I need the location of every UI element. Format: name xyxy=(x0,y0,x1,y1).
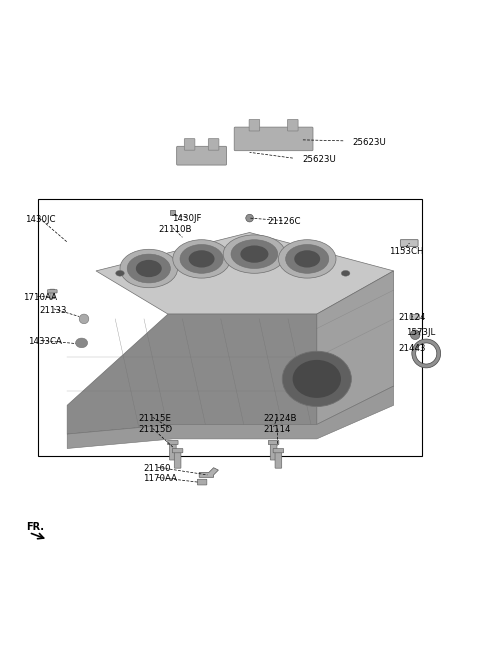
Text: 1710AA: 1710AA xyxy=(23,293,57,302)
FancyBboxPatch shape xyxy=(288,120,298,131)
FancyBboxPatch shape xyxy=(208,139,219,150)
FancyBboxPatch shape xyxy=(275,450,282,468)
Text: 21110B: 21110B xyxy=(158,225,192,234)
Ellipse shape xyxy=(127,254,170,283)
Polygon shape xyxy=(96,233,394,314)
FancyBboxPatch shape xyxy=(268,440,279,445)
Text: 21126C: 21126C xyxy=(268,217,301,227)
FancyBboxPatch shape xyxy=(400,240,418,246)
FancyBboxPatch shape xyxy=(50,289,55,299)
Text: 1430JF: 1430JF xyxy=(172,214,201,223)
FancyBboxPatch shape xyxy=(174,450,181,468)
Text: 25623U: 25623U xyxy=(353,138,387,147)
Ellipse shape xyxy=(293,360,341,398)
Ellipse shape xyxy=(116,271,124,276)
Ellipse shape xyxy=(240,246,268,263)
Bar xyxy=(170,210,175,215)
Text: FR.: FR. xyxy=(26,522,44,532)
FancyBboxPatch shape xyxy=(249,120,260,131)
FancyBboxPatch shape xyxy=(172,449,183,453)
Ellipse shape xyxy=(282,351,351,407)
Ellipse shape xyxy=(286,244,329,273)
Text: 1153CH: 1153CH xyxy=(389,247,423,256)
Polygon shape xyxy=(67,386,394,449)
Text: 1573JL: 1573JL xyxy=(406,328,435,337)
FancyBboxPatch shape xyxy=(197,479,207,485)
Circle shape xyxy=(246,214,253,222)
FancyBboxPatch shape xyxy=(48,290,57,293)
Polygon shape xyxy=(67,314,317,434)
Ellipse shape xyxy=(189,250,215,267)
Polygon shape xyxy=(317,271,394,424)
Ellipse shape xyxy=(76,338,88,348)
FancyBboxPatch shape xyxy=(270,442,277,460)
FancyBboxPatch shape xyxy=(184,139,195,150)
Text: 1430JC: 1430JC xyxy=(25,215,56,224)
Text: 21133: 21133 xyxy=(39,306,67,315)
Ellipse shape xyxy=(341,271,350,276)
Circle shape xyxy=(79,314,89,324)
Ellipse shape xyxy=(294,250,320,267)
Bar xyxy=(38,199,422,456)
Text: 22124B: 22124B xyxy=(263,415,297,423)
Text: 21115D: 21115D xyxy=(138,425,172,434)
Ellipse shape xyxy=(180,244,223,273)
Ellipse shape xyxy=(278,240,336,278)
Text: 21443: 21443 xyxy=(398,344,426,353)
Text: 1433CA: 1433CA xyxy=(28,338,62,346)
Ellipse shape xyxy=(173,240,230,278)
Ellipse shape xyxy=(223,235,286,273)
FancyBboxPatch shape xyxy=(168,440,178,445)
Text: 1170AA: 1170AA xyxy=(143,474,177,484)
FancyBboxPatch shape xyxy=(273,449,284,453)
Circle shape xyxy=(410,330,420,340)
Ellipse shape xyxy=(120,249,178,288)
FancyBboxPatch shape xyxy=(410,315,420,319)
Text: 21124: 21124 xyxy=(398,313,426,323)
Ellipse shape xyxy=(136,260,162,277)
FancyBboxPatch shape xyxy=(234,127,313,150)
Text: 21160: 21160 xyxy=(143,464,170,473)
Text: 21115E: 21115E xyxy=(138,415,171,423)
Text: 21114: 21114 xyxy=(263,425,290,434)
Text: 25623U: 25623U xyxy=(302,155,336,164)
FancyBboxPatch shape xyxy=(169,442,176,460)
Polygon shape xyxy=(199,468,218,477)
Ellipse shape xyxy=(231,240,278,269)
FancyBboxPatch shape xyxy=(177,147,227,165)
